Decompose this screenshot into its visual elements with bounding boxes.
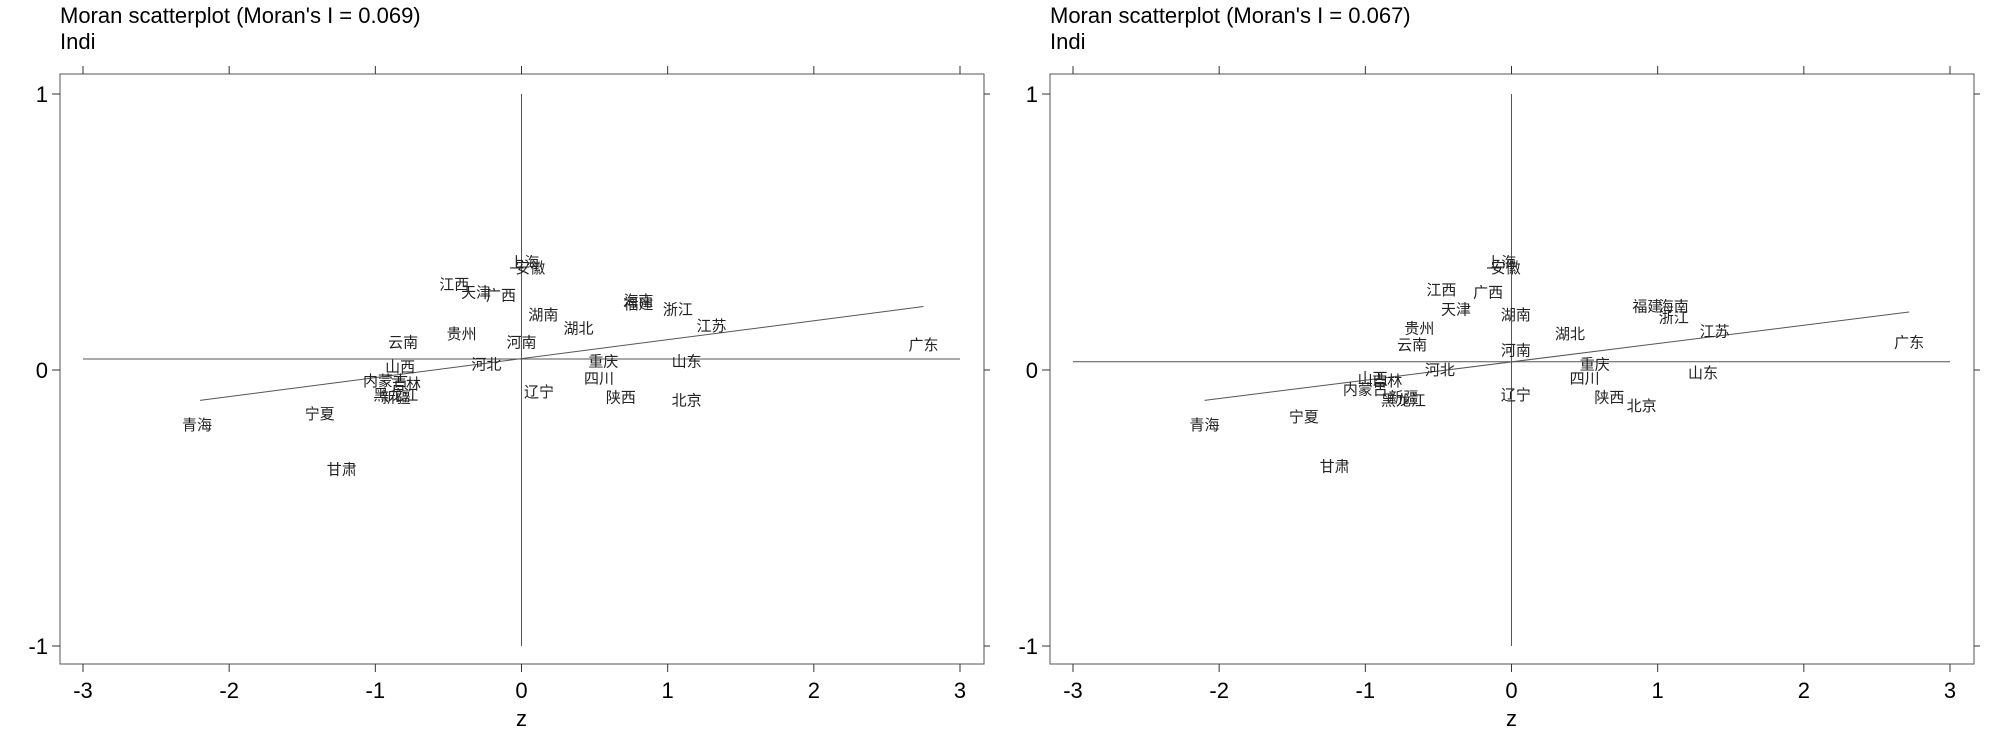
point-label: 吉林 — [1372, 372, 1402, 390]
x-tick-label: 1 — [662, 678, 674, 703]
point-label: 福建 — [1632, 298, 1662, 316]
x-axis-label: z — [516, 706, 527, 731]
point-label: 江西 — [439, 275, 469, 293]
point-label: 内蒙古 — [1343, 380, 1388, 398]
point-label: 贵州 — [447, 325, 477, 343]
point-label: 海南 — [623, 292, 653, 310]
point-label: 山西 — [385, 358, 415, 376]
x-tick-label: 2 — [1798, 678, 1810, 703]
point-label: 上海 — [1486, 253, 1516, 271]
x-tick-label: -1 — [366, 678, 386, 703]
y-tick-label: -1 — [28, 634, 48, 659]
point-label: 上海 — [509, 253, 539, 271]
point-label: 广东 — [908, 336, 938, 354]
point-label: 河北 — [1425, 361, 1455, 379]
x-tick-label: 0 — [1505, 678, 1517, 703]
point-label: 湖南 — [1501, 306, 1531, 324]
point-label: 江西 — [1426, 281, 1456, 299]
y-tick-label: 1 — [36, 82, 48, 107]
point-label: 河南 — [1501, 342, 1531, 360]
point-label: 新疆 — [381, 389, 411, 407]
point-label: 浙江 — [663, 300, 693, 318]
point-label: 天津 — [461, 284, 491, 302]
point-label: 湖北 — [563, 320, 593, 338]
point-label: 广东 — [1894, 333, 1924, 351]
point-label: 贵州 — [1404, 320, 1434, 338]
point-label: 宁夏 — [1289, 408, 1319, 426]
fit-line — [1204, 311, 1910, 401]
y-tick-label: -1 — [1018, 634, 1038, 659]
point-label: 黑龙江 — [373, 386, 418, 404]
point-label: 新疆 — [1388, 389, 1418, 407]
y-tick-label: 0 — [36, 358, 48, 383]
point-label: 山西 — [1358, 369, 1388, 387]
chart-subtitle: Indi — [60, 29, 96, 54]
x-tick-label: 3 — [954, 678, 966, 703]
point-label: 内蒙古 — [363, 372, 408, 390]
x-tick-label: 3 — [1944, 678, 1956, 703]
moran-panel-left: Moran scatterplot (Moran's I = 0.069) In… — [0, 0, 990, 756]
point-label: 北京 — [1627, 397, 1657, 415]
point-label: 甘肃 — [327, 460, 357, 478]
point-label: 四川 — [1570, 369, 1600, 387]
point-label: 广西 — [486, 286, 516, 304]
y-tick-label: 1 — [1026, 82, 1038, 107]
point-label: 安徽 — [1491, 259, 1521, 277]
point-label: 江苏 — [1700, 322, 1730, 340]
x-tick-label: 2 — [808, 678, 820, 703]
point-label: 云南 — [388, 333, 418, 351]
point-label: 海南 — [1659, 298, 1689, 316]
point-label: 青海 — [182, 416, 212, 434]
point-label: 浙江 — [1659, 309, 1689, 327]
point-label: 山东 — [672, 353, 702, 371]
point-label: 天津 — [1441, 300, 1471, 318]
point-label: 河南 — [506, 333, 536, 351]
point-label: 福建 — [623, 295, 653, 313]
x-axis-label: z — [1506, 706, 1517, 731]
point-label: 安徽 — [515, 259, 545, 277]
point-label: 重庆 — [1580, 355, 1610, 373]
point-label: 山东 — [1688, 364, 1718, 382]
x-tick-label: -3 — [1063, 678, 1083, 703]
point-label: 北京 — [672, 391, 702, 409]
y-tick-label: 0 — [1026, 358, 1038, 383]
x-tick-label: -1 — [1356, 678, 1376, 703]
point-label: 四川 — [584, 369, 614, 387]
point-label: 辽宁 — [524, 383, 554, 401]
x-tick-label: -2 — [219, 678, 239, 703]
point-label: 湖南 — [528, 306, 558, 324]
x-tick-label: 1 — [1652, 678, 1664, 703]
point-label: 陕西 — [606, 389, 636, 407]
moran-panel-right: Moran scatterplot (Moran's I = 0.067) In… — [990, 0, 1980, 756]
point-label: 青海 — [1190, 416, 1220, 434]
x-tick-label: 0 — [515, 678, 527, 703]
point-label: 云南 — [1397, 336, 1427, 354]
point-label: 甘肃 — [1320, 458, 1350, 476]
point-label: 辽宁 — [1501, 386, 1531, 404]
point-label: 湖北 — [1555, 325, 1585, 343]
chart-subtitle: Indi — [1050, 29, 1086, 54]
point-label: 吉林 — [391, 375, 421, 393]
point-label: 重庆 — [588, 353, 618, 371]
fit-line — [199, 306, 924, 401]
point-label: 广西 — [1473, 284, 1503, 302]
point-label: 宁夏 — [305, 405, 335, 423]
point-label: 陕西 — [1594, 389, 1624, 407]
point-label: 黑龙江 — [1381, 391, 1426, 409]
chart-title: Moran scatterplot (Moran's I = 0.067) — [1050, 3, 1411, 28]
chart-title: Moran scatterplot (Moran's I = 0.069) — [60, 3, 421, 28]
point-label: 河北 — [471, 355, 501, 373]
point-label: 江苏 — [697, 317, 727, 335]
x-tick-label: -3 — [73, 678, 93, 703]
x-tick-label: -2 — [1209, 678, 1229, 703]
